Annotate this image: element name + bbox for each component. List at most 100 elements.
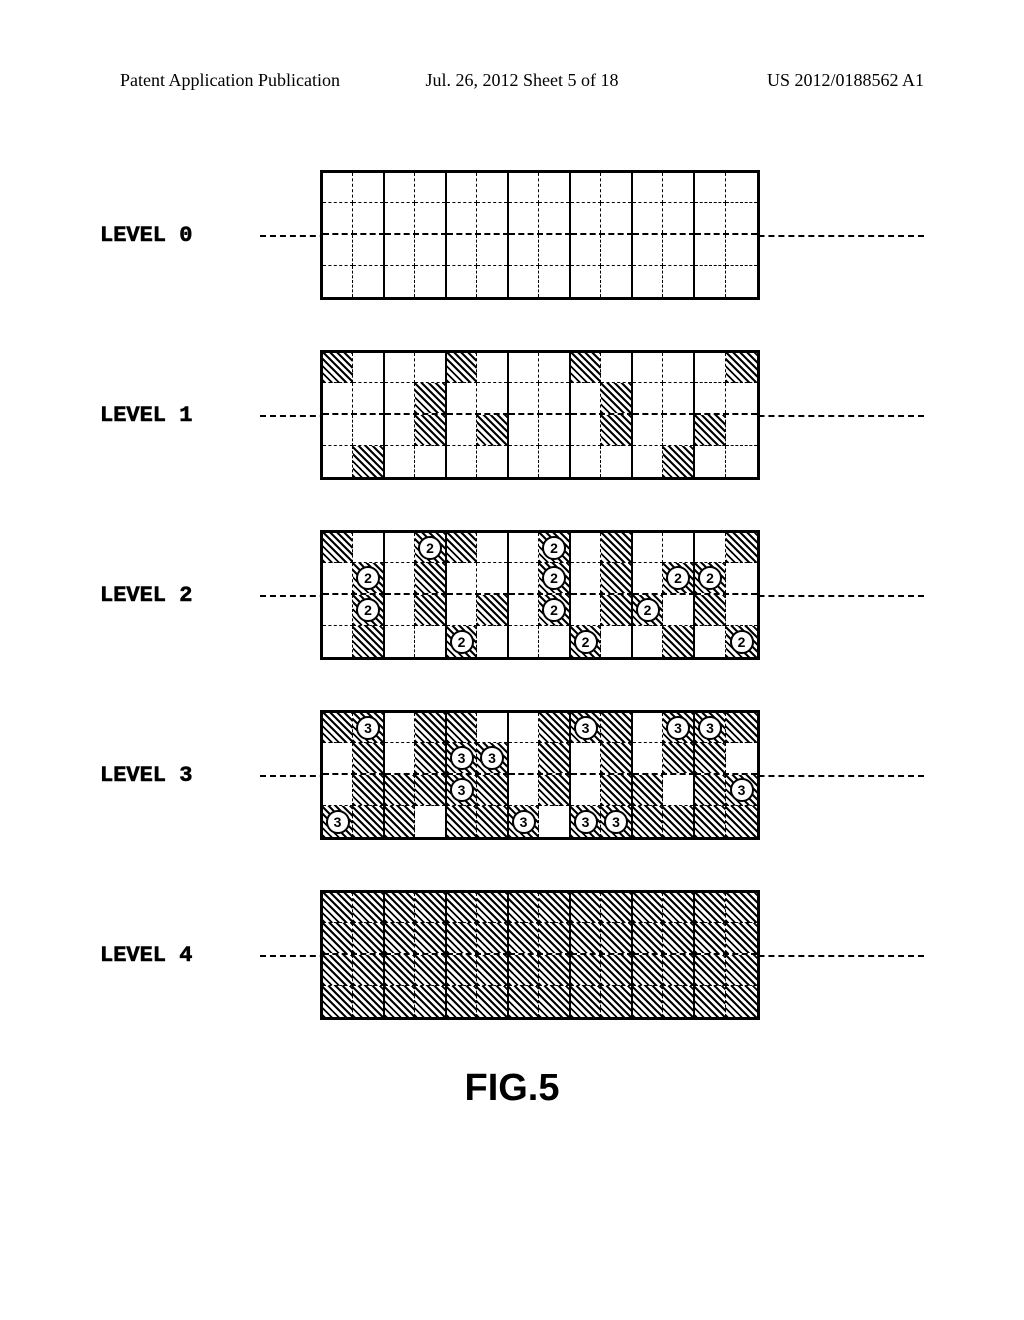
grid-big-cell — [509, 353, 571, 415]
grid-wrap: 333333333333 — [320, 710, 760, 840]
grid-sub-cell — [415, 353, 445, 383]
grid-sub-cell — [571, 923, 601, 953]
grid-sub-cell — [539, 235, 569, 266]
grid-sub-cell — [509, 955, 539, 986]
grid-sub-cell — [726, 415, 757, 446]
grid-big-cell: 3 — [695, 775, 757, 837]
grid-big-cell — [385, 595, 447, 657]
grid-sub-cell — [601, 595, 631, 626]
grid-sub-cell — [415, 713, 445, 743]
grid-sub-cell — [571, 775, 601, 806]
grid-sub-cell — [695, 383, 726, 413]
grid-sub-cell — [323, 173, 353, 203]
grid-sub-cell: 3 — [323, 806, 353, 837]
grid-big-cell: 2 — [571, 595, 633, 657]
grid-sub-cell — [509, 446, 539, 477]
grid-sub-cell — [726, 595, 757, 626]
grid-big-cell — [571, 533, 633, 595]
grid-sub-cell — [447, 173, 477, 203]
grid-big-cell — [447, 415, 509, 477]
grid-big-row: 333333 — [323, 775, 757, 837]
grid-sub-cell — [447, 266, 477, 297]
grid-sub-cell — [323, 775, 353, 806]
grid-sub-cell — [447, 235, 477, 266]
grid-sub-cell — [726, 806, 757, 837]
grid-sub-cell — [477, 383, 507, 413]
cell-number-badge: 3 — [604, 810, 628, 834]
grid-sub-cell — [385, 203, 415, 233]
grid-sub-cell — [385, 173, 415, 203]
grid: 222222222222 — [320, 530, 760, 660]
grid-sub-cell — [663, 806, 693, 837]
grid-big-cell — [447, 955, 509, 1017]
grid-sub-cell — [726, 173, 757, 203]
grid-big-row — [323, 173, 757, 235]
grid-big-cell — [385, 173, 447, 235]
grid-sub-cell — [726, 383, 757, 413]
grid-big-cell — [447, 353, 509, 415]
grid-big-cell — [323, 415, 385, 477]
grid-sub-cell: 3 — [571, 806, 601, 837]
grid-sub-cell — [601, 446, 631, 477]
level-row: LEVEL 3333333333333 — [100, 710, 924, 840]
grid-big-cell — [695, 353, 757, 415]
grid-sub-cell — [633, 203, 663, 233]
cell-number-badge: 3 — [512, 810, 536, 834]
grid-sub-cell — [663, 353, 693, 383]
grid-sub-cell — [385, 563, 415, 593]
grid-sub-cell — [353, 775, 383, 806]
grid-sub-cell — [509, 626, 539, 657]
grid-sub-cell — [509, 383, 539, 413]
grid-sub-cell — [509, 353, 539, 383]
grid-big-row: 333333 — [323, 713, 757, 775]
grid-sub-cell — [447, 533, 477, 563]
grid-sub-cell — [695, 806, 726, 837]
grid-sub-cell — [385, 986, 415, 1017]
grid-big-cell: 3 — [323, 713, 385, 775]
grid-sub-cell: 2 — [353, 563, 383, 593]
grid-sub-cell: 3 — [447, 743, 477, 773]
grid-sub-cell — [601, 626, 631, 657]
grid-big-row — [323, 415, 757, 477]
grid-sub-cell — [633, 446, 663, 477]
grid-sub-cell — [323, 533, 353, 563]
grid-sub-cell — [509, 893, 539, 923]
grid-sub-cell — [663, 446, 693, 477]
grid-sub-cell — [663, 626, 693, 657]
grid-sub-cell — [477, 266, 507, 297]
grid-sub-cell — [695, 235, 726, 266]
grid-sub-cell — [447, 203, 477, 233]
grid-big-cell — [509, 713, 571, 775]
grid-sub-cell — [353, 203, 383, 233]
grid-big-cell: 2 — [323, 595, 385, 657]
cell-number-badge: 2 — [356, 598, 380, 622]
grid-sub-cell — [663, 203, 693, 233]
grid-sub-cell — [323, 626, 353, 657]
grid-sub-cell — [509, 595, 539, 626]
grid-wrap — [320, 890, 760, 1020]
grid-big-cell — [447, 235, 509, 297]
grid-sub-cell — [353, 383, 383, 413]
grid-sub-cell — [539, 806, 569, 837]
grid-sub-cell — [539, 383, 569, 413]
grid-sub-cell — [663, 266, 693, 297]
grid-sub-cell — [447, 955, 477, 986]
level-row: LEVEL 4 — [100, 890, 924, 1020]
grid-big-row — [323, 353, 757, 415]
grid-big-row: 222222 — [323, 595, 757, 657]
grid-sub-cell — [633, 806, 663, 837]
grid-big-cell — [695, 235, 757, 297]
grid-sub-cell — [509, 743, 539, 773]
grid-big-cell — [571, 415, 633, 477]
grid-sub-cell — [323, 383, 353, 413]
cell-number-badge: 2 — [730, 630, 754, 654]
grid-big-cell — [633, 173, 695, 235]
grid-big-cell: 3 — [447, 775, 509, 837]
grid-sub-cell — [323, 266, 353, 297]
grid-sub-cell — [695, 203, 726, 233]
cell-number-badge: 2 — [542, 566, 566, 590]
grid-sub-cell — [633, 955, 663, 986]
grid-sub-cell — [509, 266, 539, 297]
cell-number-badge: 2 — [418, 536, 442, 560]
grid-sub-cell — [477, 415, 507, 446]
